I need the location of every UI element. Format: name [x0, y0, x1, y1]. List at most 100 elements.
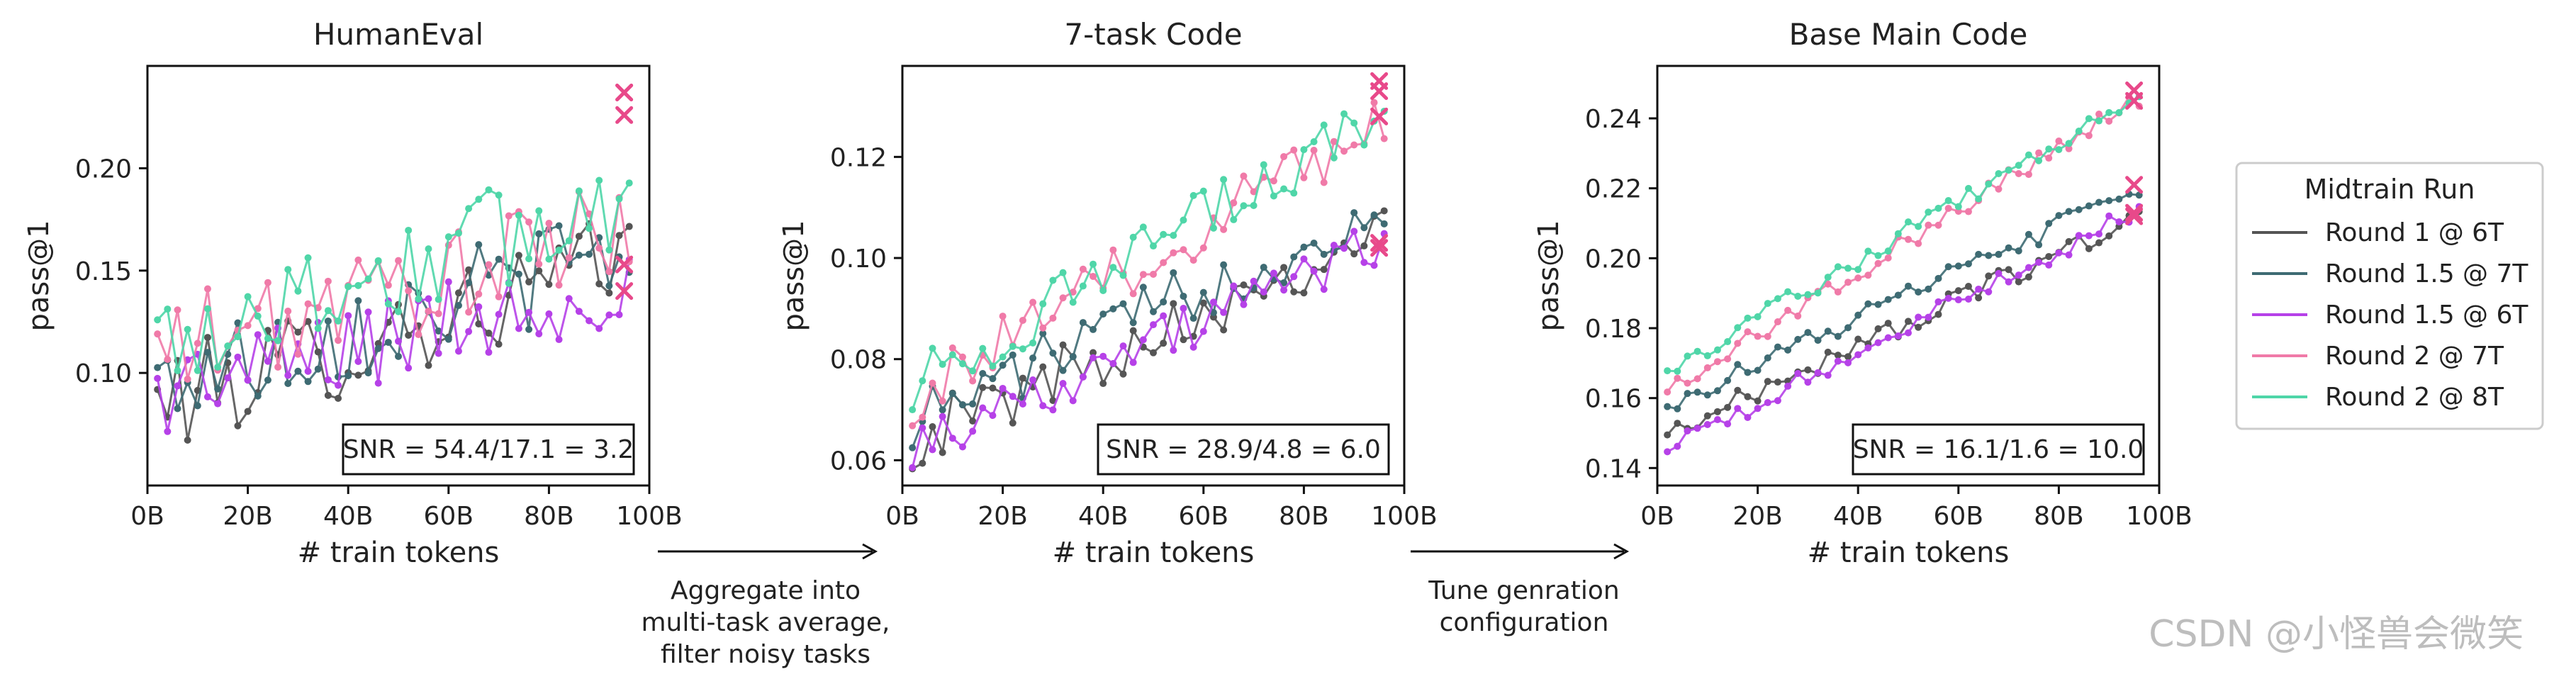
series-point [1330, 154, 1338, 162]
series-point [2025, 264, 2032, 271]
flow-label: multi-task average, [641, 608, 890, 637]
series-point [335, 394, 342, 402]
final-marker [1370, 239, 1389, 257]
series-point [314, 348, 322, 356]
series-point [1724, 355, 1732, 363]
series-point [1160, 230, 1167, 238]
series-point [335, 337, 342, 344]
series-point [969, 367, 977, 375]
series-point [545, 219, 553, 227]
series-point [495, 293, 503, 301]
series-point [1905, 235, 1912, 243]
series-point [605, 246, 613, 254]
series-point [979, 383, 987, 391]
series-point [969, 427, 977, 435]
series-point [1734, 340, 1742, 347]
snr-label: SNR = 28.9/4.8 = 6.0 [1106, 435, 1381, 464]
series-point [284, 371, 292, 379]
series-point [1854, 335, 1862, 343]
series-point [184, 437, 191, 444]
series-point [1664, 367, 1671, 375]
series-point [1864, 271, 1872, 279]
series-point [1330, 138, 1338, 145]
series-point [1090, 325, 1097, 333]
series-point [1884, 334, 1892, 342]
series-point [586, 225, 593, 232]
series-point [595, 325, 603, 332]
series-point [194, 366, 201, 374]
series-point [454, 301, 462, 309]
series-point [174, 382, 181, 390]
series-point [2015, 170, 2022, 178]
series-point [1009, 342, 1017, 350]
series-point [1209, 298, 1217, 306]
series-point [425, 295, 432, 303]
chart-title: HumanEval [313, 17, 483, 52]
series-point [1079, 282, 1087, 290]
series-point [625, 223, 633, 230]
y-axis-label: pass@1 [778, 220, 810, 331]
series-point [535, 330, 543, 337]
series-point [515, 252, 522, 259]
series-point [2085, 132, 2093, 140]
series-point [1280, 185, 1288, 193]
series-point [1915, 323, 1922, 331]
series-point [1300, 146, 1308, 154]
series-line-round-2-8t [911, 110, 1385, 410]
x-tick-label: 40B [1078, 502, 1129, 531]
series-point [1079, 265, 1087, 273]
series-point [345, 283, 352, 291]
series-point [1764, 332, 1771, 340]
series-point [1814, 369, 1822, 376]
series-point [485, 186, 493, 193]
series-point [1915, 288, 1922, 296]
series-point [1905, 329, 1912, 337]
y-tick-label: 0.06 [830, 447, 887, 476]
series-point [1019, 374, 1026, 382]
y-tick-label: 0.20 [1585, 245, 1642, 274]
series-point [1330, 241, 1338, 249]
series-point [1964, 295, 1972, 303]
series-point [1059, 269, 1067, 276]
series-point [1069, 298, 1077, 306]
series-point [2085, 202, 2093, 210]
legend-frame [2235, 162, 2544, 430]
series-point [1150, 349, 1157, 357]
series-point [1794, 293, 1802, 301]
series-point [1905, 282, 1912, 290]
series-point [154, 316, 162, 324]
final-marker [615, 282, 634, 301]
series-point [415, 331, 422, 339]
series-point [1240, 281, 1248, 289]
series-point [1129, 290, 1137, 298]
series-point [2105, 117, 2113, 125]
series-point [1854, 274, 1862, 282]
x-axis-label: # train tokens [1053, 537, 1255, 569]
final-marker [615, 106, 634, 124]
series-point [2105, 197, 2113, 205]
series-point [1854, 266, 1862, 274]
series-point [909, 422, 917, 430]
series-point [244, 408, 252, 415]
series-point [1844, 359, 1852, 366]
series-point [1784, 306, 1792, 314]
series-point [1934, 310, 1942, 318]
series-point [1854, 311, 1862, 319]
series-point [1039, 402, 1047, 410]
series-point [1260, 288, 1267, 296]
series-point [979, 404, 987, 412]
legend-entry: Round 2 @ 8T [2325, 383, 2504, 412]
axes-frame [901, 64, 1406, 487]
y-tick-label: 0.20 [75, 155, 132, 184]
series-point [335, 381, 342, 389]
series-point [1380, 207, 1388, 215]
series-point [264, 376, 271, 384]
series-point [1894, 230, 1902, 237]
series-point [2045, 220, 2053, 228]
series-point [929, 344, 936, 352]
series-point [1774, 378, 1781, 386]
series-point [1744, 413, 1752, 421]
series-point [2045, 261, 2053, 269]
series-point [1360, 141, 1368, 149]
series-point [1290, 253, 1298, 261]
